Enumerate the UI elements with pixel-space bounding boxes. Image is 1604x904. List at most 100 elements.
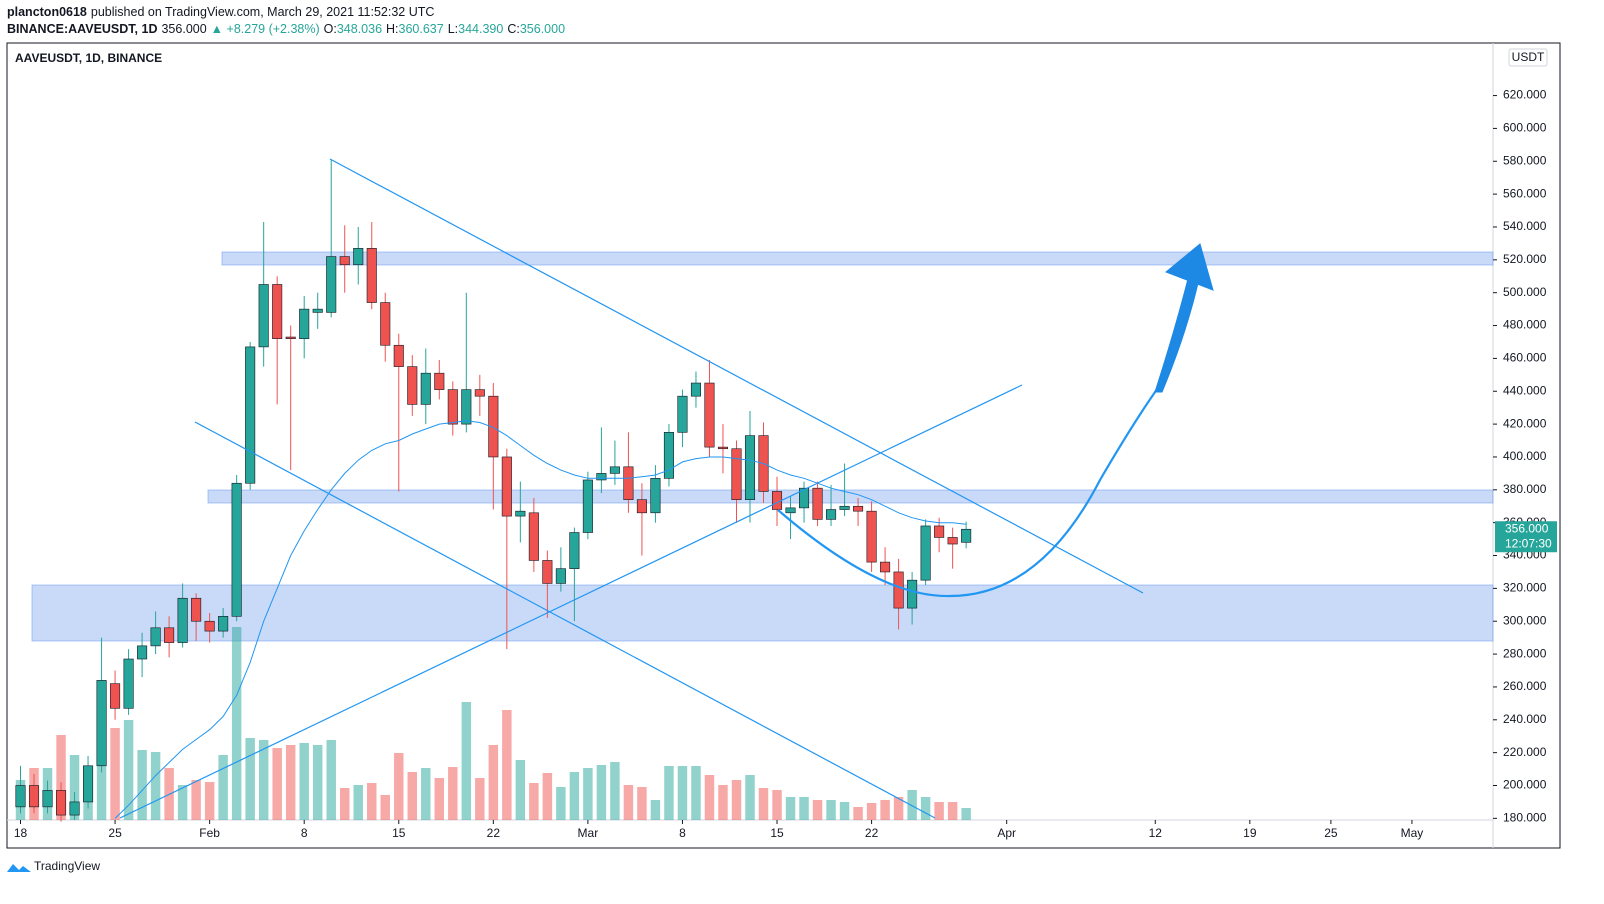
volume-bar: [177, 785, 188, 820]
c-label: C:: [507, 22, 520, 36]
y-tick-label: 300.000: [1503, 613, 1547, 627]
candle-body: [110, 683, 121, 709]
symbol: BINANCE:AAVEUSDT, 1D: [7, 22, 158, 36]
x-tick-label: 12: [1149, 826, 1163, 840]
candles: [15, 159, 972, 822]
h-label: H:: [386, 22, 399, 36]
trend-line: [194, 421, 936, 819]
candle-body: [42, 790, 53, 808]
publish-line: plancton0618 published on TradingView.com…: [7, 5, 434, 19]
candle-body: [501, 456, 512, 517]
x-tick-label: 8: [679, 826, 686, 840]
arrow-head: [1165, 243, 1214, 291]
volume-bar: [812, 800, 823, 820]
candle-body: [393, 344, 404, 367]
candle-body: [380, 302, 391, 346]
candle-body: [474, 389, 485, 397]
volume-bar: [880, 800, 890, 820]
volume-bar: [907, 790, 917, 820]
volume-bar: [150, 752, 161, 820]
candle-body: [258, 284, 269, 348]
volume-bar: [380, 795, 390, 820]
volume-bar: [799, 797, 809, 820]
zone: [207, 489, 1494, 504]
volume-bar: [299, 743, 309, 820]
volume-bar: [745, 775, 755, 820]
volume-bar: [853, 807, 863, 820]
x-tick-label: May: [1401, 826, 1424, 840]
axes: 180.000 200.000 220.000 240.000 260.000 280.0…: [14, 88, 1547, 840]
x-tick-label: 22: [487, 826, 501, 840]
price-tag-box: [1495, 521, 1557, 553]
volume-bar: [488, 745, 499, 820]
volume-bar: [434, 778, 445, 820]
candle-body: [312, 308, 323, 313]
candle-body: [799, 487, 810, 509]
y-tick-label: 520.000: [1503, 252, 1547, 266]
volume-bar: [718, 785, 728, 820]
candle-body: [28, 785, 40, 808]
candle-body: [231, 482, 242, 617]
candle-body: [366, 248, 377, 303]
volume-bar: [731, 780, 742, 820]
candle-body: [204, 620, 215, 632]
brand: TradingView: [34, 859, 100, 873]
x-tick-label: 25: [1324, 826, 1338, 840]
currency: USDT: [1512, 50, 1545, 64]
volume-bar: [204, 782, 215, 820]
volume-bar: [569, 772, 580, 820]
candle-body: [947, 537, 958, 545]
volume-bar: [407, 772, 418, 820]
candle-body: [677, 395, 688, 433]
candle-body: [326, 256, 337, 313]
zone: [221, 251, 1494, 266]
trend-line: [329, 158, 1144, 594]
y-tick-label: 480.000: [1503, 318, 1547, 332]
x-tick-label: 15: [770, 826, 784, 840]
change: ▲ +8.279 (+2.38%): [210, 22, 320, 36]
volume-bar: [353, 785, 363, 820]
volume-bar: [339, 788, 350, 820]
currency-box: [1508, 48, 1548, 67]
y-tick-label: 200.000: [1503, 778, 1547, 792]
candle-body: [272, 284, 283, 339]
candle-body: [731, 448, 742, 500]
volume-bar: [110, 728, 120, 820]
volume-bar: [191, 780, 201, 820]
candle-body: [650, 478, 661, 514]
projection-curve: [777, 384, 1161, 598]
candle-body: [555, 568, 566, 584]
volume-bar: [258, 740, 269, 820]
candle-body: [853, 505, 864, 512]
candle-body: [218, 616, 229, 632]
volume-bar: [245, 738, 255, 820]
x-tick-label: 19: [1243, 826, 1257, 840]
volume-bar: [529, 783, 539, 820]
x-tick-label: Mar: [578, 826, 599, 840]
volume-bar: [123, 720, 134, 820]
y-tick-label: 620.000: [1503, 88, 1547, 102]
y-tick-label: 380.000: [1503, 482, 1547, 496]
y-tick-label: 260.000: [1503, 679, 1547, 693]
candle-body: [717, 446, 729, 450]
zones: [31, 251, 1494, 642]
volume-bar: [677, 766, 688, 820]
y-tick-label: 240.000: [1503, 712, 1547, 726]
candle-body: [434, 372, 445, 390]
price: 356.000: [161, 22, 207, 36]
candle-body: [528, 512, 539, 561]
candle-body: [812, 487, 823, 520]
volume-bar: [704, 775, 715, 820]
candle-body: [69, 801, 80, 816]
o-label: O:: [323, 22, 337, 36]
volume-bar: [394, 753, 404, 820]
y-tick-label: 280.000: [1503, 646, 1547, 660]
volume-bar: [461, 702, 472, 820]
author: plancton0618: [7, 5, 87, 19]
logo: [7, 864, 31, 872]
volume-bar: [583, 768, 593, 820]
volume: [15, 627, 971, 820]
candle-body: [123, 658, 134, 709]
candle-body: [15, 785, 26, 808]
volume-bar: [772, 790, 782, 820]
